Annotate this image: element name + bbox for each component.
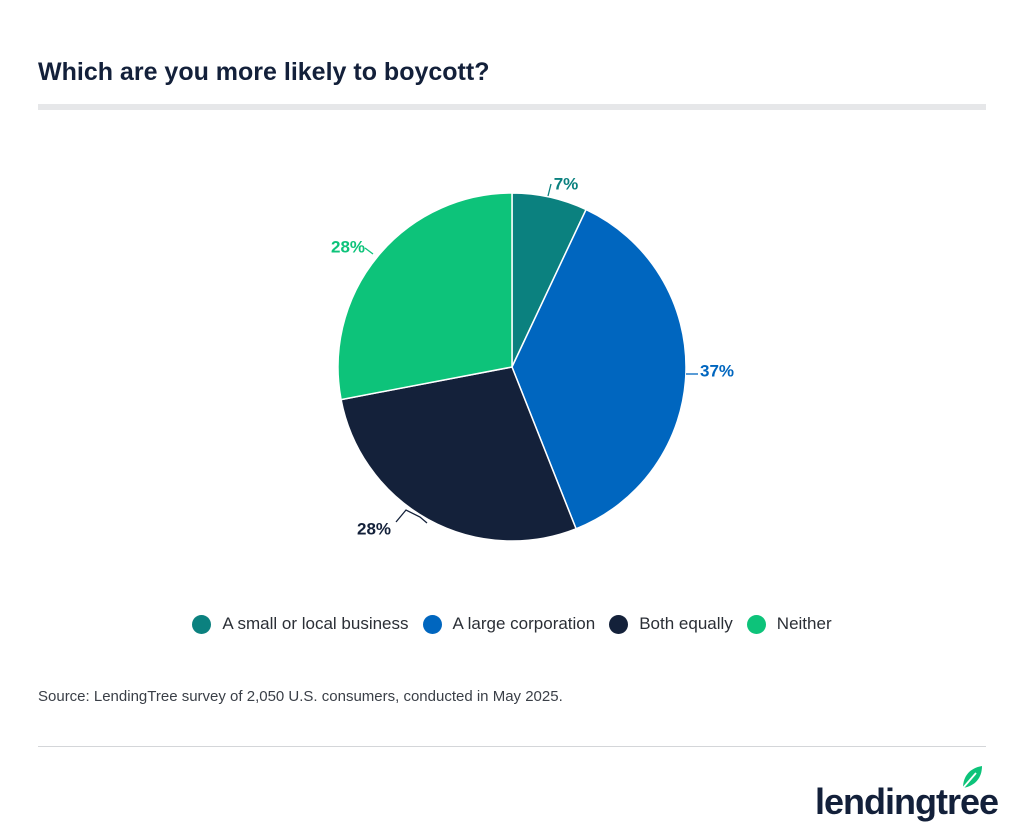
legend-item-neither: Neither bbox=[746, 614, 832, 634]
legend-label-neither: Neither bbox=[776, 614, 832, 633]
legend-label-large-corporation: A large corporation bbox=[452, 614, 596, 633]
legend-marker-both-equally bbox=[609, 614, 629, 634]
title-divider bbox=[38, 104, 986, 110]
legend-label-small-business: A small or local business bbox=[222, 614, 409, 633]
leader-line-both-equally bbox=[395, 509, 428, 524]
chart-title: Which are you more likely to boycott? bbox=[38, 58, 490, 86]
footer-divider bbox=[38, 746, 986, 747]
data-label-neither: 28% bbox=[331, 237, 365, 256]
legend-item-both-equally: Both equally bbox=[609, 614, 733, 634]
legend-item-small-business: A small or local business bbox=[192, 614, 409, 634]
pie-slice-both-equally bbox=[340, 366, 578, 542]
data-label-large-corporation: 37% bbox=[700, 361, 734, 380]
legend-marker-neither bbox=[746, 614, 766, 634]
data-label-small-business: 7% bbox=[554, 174, 579, 193]
legend-item-large-corporation: A large corporation bbox=[422, 614, 596, 634]
pie-slice-large-corporation bbox=[511, 208, 687, 530]
leaf-icon bbox=[962, 766, 982, 789]
source-note: Source: LendingTree survey of 2,050 U.S.… bbox=[38, 688, 563, 705]
pie-slice-neither bbox=[337, 192, 513, 401]
data-label-both-equally: 28% bbox=[357, 519, 391, 538]
chart-legend: A small or local business A large corpor… bbox=[0, 614, 1024, 634]
legend-label-both-equally: Both equally bbox=[639, 614, 733, 633]
logo-wordmark: lendingtree bbox=[814, 781, 999, 822]
lendingtree-logo: lendingtree bbox=[815, 764, 999, 820]
leader-line-small-business bbox=[547, 183, 552, 197]
legend-marker-small-business bbox=[192, 614, 212, 634]
legend-marker-large-corporation bbox=[422, 614, 442, 634]
leader-line-neither bbox=[364, 247, 374, 255]
